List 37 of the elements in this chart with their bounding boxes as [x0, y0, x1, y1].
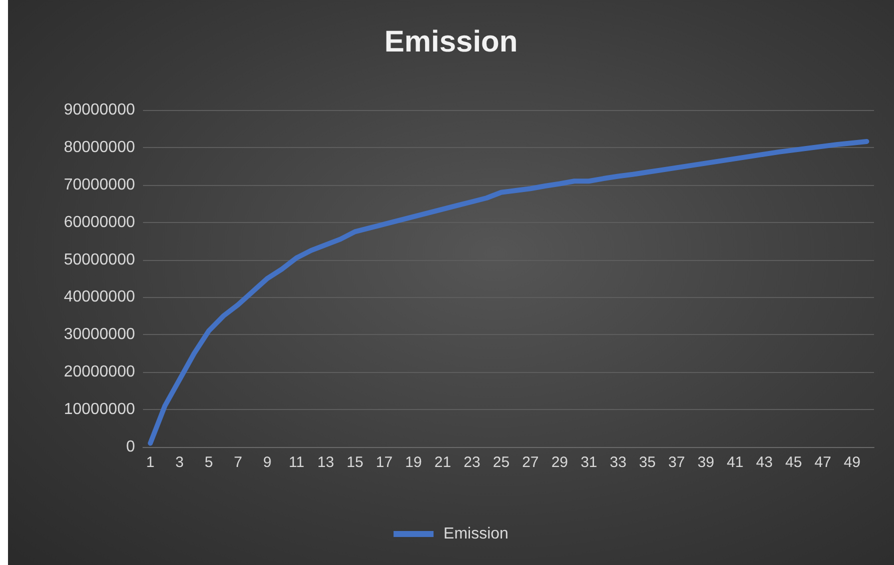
x-tick-label: 31 [580, 454, 598, 471]
x-tick-label: 13 [317, 454, 334, 471]
y-tick-label: 40000000 [64, 288, 136, 306]
chart-title: Emission [384, 26, 518, 58]
x-tick-label: 43 [756, 454, 773, 471]
y-tick-label: 10000000 [64, 401, 136, 418]
x-tick-label: 3 [175, 454, 184, 471]
x-tick-label: 33 [610, 454, 626, 471]
y-tick-label: 50000000 [64, 251, 136, 268]
x-tick-label: 45 [785, 454, 802, 471]
x-tick-label: 41 [726, 454, 744, 471]
x-tick-label: 25 [492, 454, 510, 471]
y-tick-label: 0 [126, 438, 136, 456]
y-tick-label: 70000000 [64, 176, 136, 194]
x-tick-label: 11 [288, 454, 304, 471]
y-tick-label: 20000000 [64, 364, 136, 381]
y-tick-label: 90000000 [64, 102, 136, 118]
y-tick-label: 80000000 [64, 138, 136, 156]
x-tick-label: 37 [668, 454, 685, 471]
legend-label: Emission [444, 526, 508, 542]
x-tick-label: 9 [263, 454, 272, 471]
x-tick-label: 49 [844, 454, 860, 471]
x-tick-label: 1 [146, 454, 154, 471]
x-tick-label: 29 [551, 454, 568, 471]
y-tick-label: 60000000 [64, 214, 136, 231]
x-tick-label: 15 [346, 454, 364, 471]
x-tick-label: 17 [376, 454, 393, 471]
y-tick-label: 30000000 [64, 326, 136, 344]
x-tick-label: 35 [639, 454, 656, 471]
x-tick-label: 47 [814, 454, 832, 471]
x-tick-label: 39 [698, 454, 714, 471]
x-tick-label: 21 [434, 454, 452, 471]
x-tick-label: 7 [234, 454, 242, 471]
x-tick-label: 27 [522, 454, 539, 471]
x-tick-label: 19 [405, 454, 422, 471]
x-tick-label: 23 [464, 454, 480, 471]
x-tick-label: 5 [204, 454, 213, 471]
